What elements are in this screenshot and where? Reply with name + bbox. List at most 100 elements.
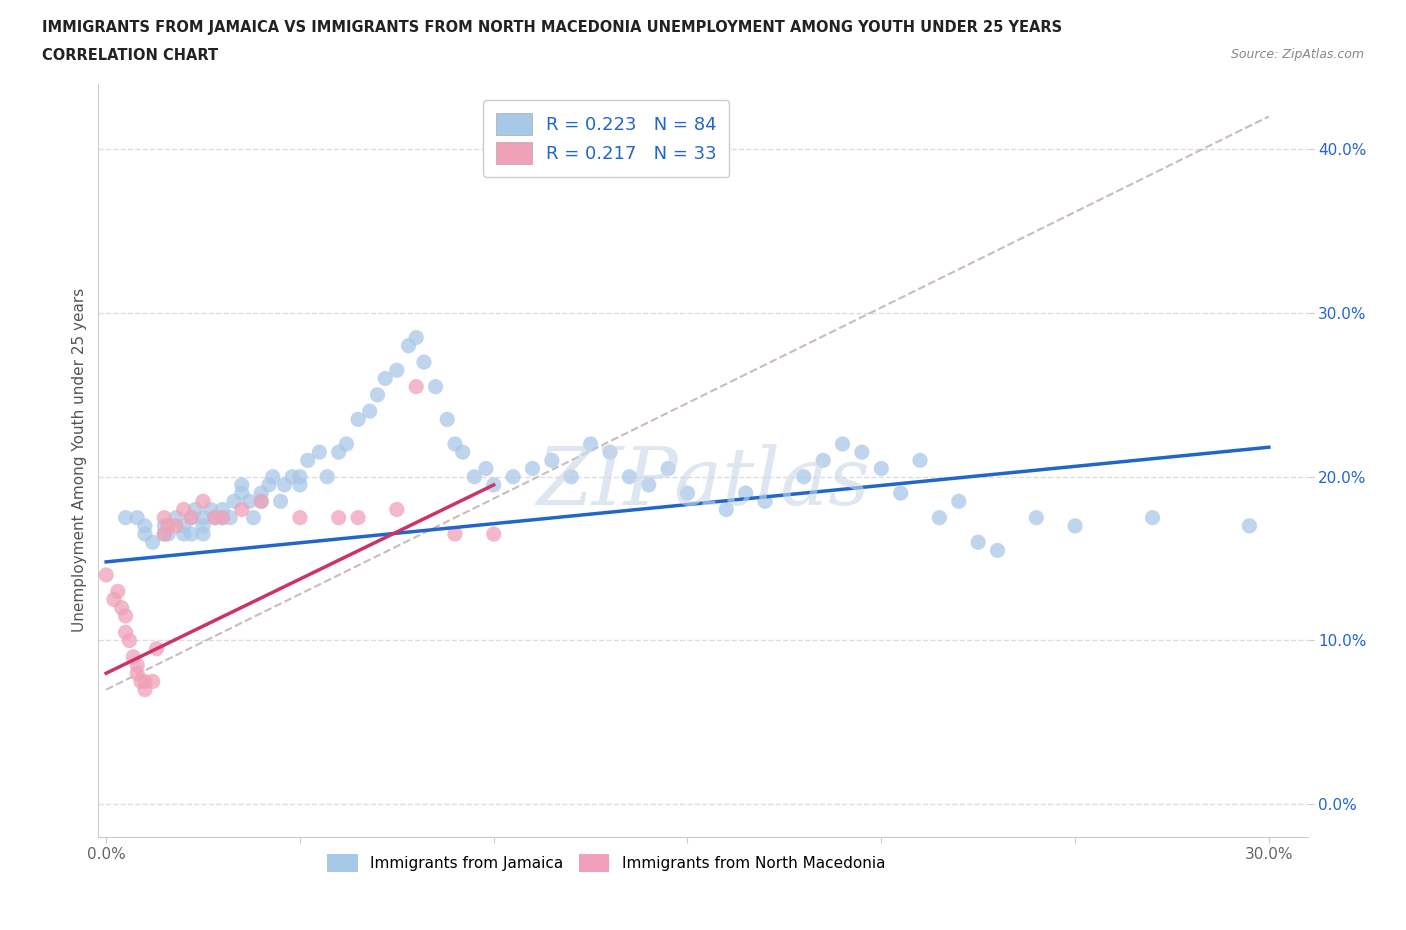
Point — [851, 445, 873, 459]
Point — [444, 436, 467, 451]
Point — [191, 494, 214, 509]
Point — [890, 485, 912, 500]
Point — [96, 567, 118, 582]
Point — [359, 404, 381, 418]
Point — [180, 526, 202, 541]
Point — [191, 526, 214, 541]
Point — [111, 600, 134, 615]
Point — [676, 485, 699, 500]
Point — [385, 363, 408, 378]
Point — [560, 470, 582, 485]
Point — [1142, 511, 1164, 525]
Point — [444, 526, 467, 541]
Point — [129, 674, 152, 689]
Point — [165, 518, 187, 533]
Point — [222, 494, 245, 509]
Point — [211, 502, 233, 517]
Point — [204, 511, 226, 525]
Point — [316, 470, 339, 485]
Point — [811, 453, 834, 468]
Point — [165, 511, 187, 525]
Point — [579, 436, 602, 451]
Point — [328, 445, 350, 459]
Point — [118, 633, 141, 648]
Point — [288, 477, 311, 492]
Point — [219, 511, 242, 525]
Point — [540, 453, 562, 468]
Legend: Immigrants from Jamaica, Immigrants from North Macedonia: Immigrants from Jamaica, Immigrants from… — [322, 847, 891, 878]
Point — [157, 526, 180, 541]
Point — [288, 470, 311, 485]
Point — [204, 511, 226, 525]
Point — [153, 511, 176, 525]
Point — [463, 470, 485, 485]
Point — [134, 526, 156, 541]
Point — [231, 477, 253, 492]
Point — [157, 518, 180, 533]
Point — [482, 526, 505, 541]
Point — [522, 461, 544, 476]
Point — [398, 339, 420, 353]
Point — [482, 477, 505, 492]
Point — [134, 518, 156, 533]
Point — [270, 494, 292, 509]
Point — [114, 625, 136, 640]
Point — [793, 470, 815, 485]
Point — [142, 674, 165, 689]
Point — [184, 502, 207, 517]
Point — [273, 477, 295, 492]
Y-axis label: Unemployment Among Youth under 25 years: Unemployment Among Youth under 25 years — [72, 288, 87, 632]
Point — [173, 526, 195, 541]
Point — [405, 330, 427, 345]
Point — [908, 453, 931, 468]
Point — [173, 502, 195, 517]
Point — [637, 477, 659, 492]
Point — [134, 683, 156, 698]
Point — [250, 494, 273, 509]
Point — [114, 511, 136, 525]
Point — [107, 584, 129, 599]
Point — [122, 649, 145, 664]
Point — [103, 592, 125, 607]
Point — [347, 412, 370, 427]
Point — [1064, 518, 1087, 533]
Point — [153, 518, 176, 533]
Point — [716, 502, 738, 517]
Point — [231, 485, 253, 500]
Point — [308, 445, 330, 459]
Point — [599, 445, 621, 459]
Point — [191, 511, 214, 525]
Point — [1025, 511, 1047, 525]
Point — [142, 535, 165, 550]
Point — [657, 461, 679, 476]
Point — [366, 388, 388, 403]
Point — [1239, 518, 1261, 533]
Point — [385, 502, 408, 517]
Point — [948, 494, 970, 509]
Point — [173, 518, 195, 533]
Point — [180, 511, 202, 525]
Point — [831, 436, 853, 451]
Point — [405, 379, 427, 394]
Point — [425, 379, 447, 394]
Point — [870, 461, 893, 476]
Point — [145, 642, 167, 657]
Point — [262, 470, 284, 485]
Text: ZIPatlas: ZIPatlas — [536, 445, 870, 522]
Point — [180, 511, 202, 525]
Point — [347, 511, 370, 525]
Point — [451, 445, 474, 459]
Point — [257, 477, 280, 492]
Point — [153, 526, 176, 541]
Point — [374, 371, 396, 386]
Point — [191, 518, 214, 533]
Point — [734, 485, 756, 500]
Point — [239, 494, 262, 509]
Text: Source: ZipAtlas.com: Source: ZipAtlas.com — [1230, 48, 1364, 61]
Text: IMMIGRANTS FROM JAMAICA VS IMMIGRANTS FROM NORTH MACEDONIA UNEMPLOYMENT AMONG YO: IMMIGRANTS FROM JAMAICA VS IMMIGRANTS FR… — [42, 20, 1063, 35]
Point — [967, 535, 990, 550]
Point — [297, 453, 319, 468]
Point — [127, 511, 149, 525]
Point — [436, 412, 458, 427]
Point — [288, 511, 311, 525]
